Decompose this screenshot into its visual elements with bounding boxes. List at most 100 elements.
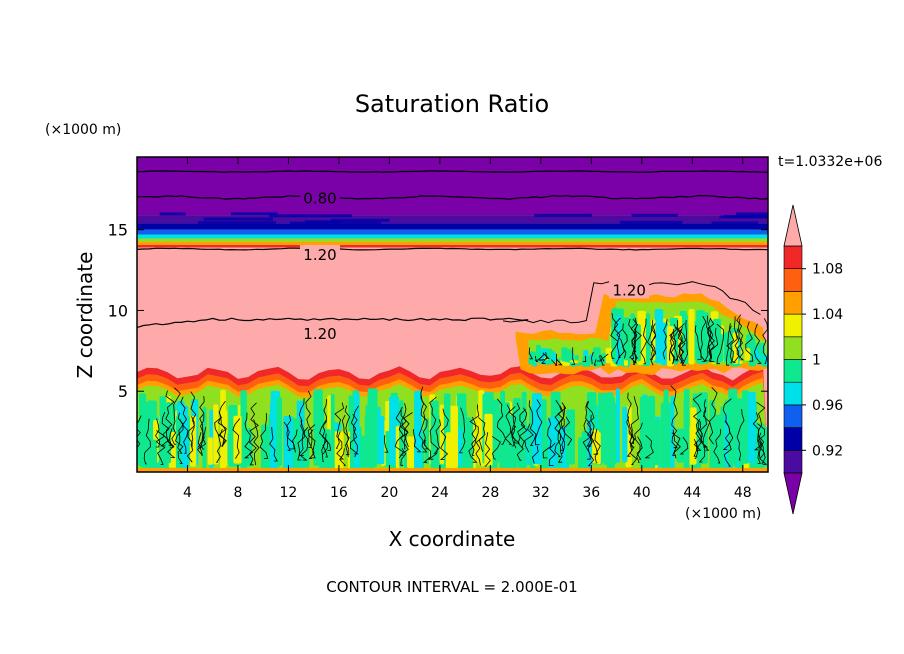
boundary-contour [713, 429, 722, 464]
elevated-contour [650, 319, 657, 366]
boundary-contour [418, 395, 428, 453]
plume-streak [276, 397, 283, 466]
elevated-contour [707, 317, 715, 359]
elevated-contour [745, 321, 754, 362]
boundary-contour [160, 411, 170, 447]
boundary-contour [590, 431, 599, 455]
upper-layer-streak [534, 213, 592, 217]
upper-layer-band [137, 215, 768, 224]
boundary-contour [155, 418, 161, 448]
elevated-contour [541, 351, 548, 364]
boundary-contour [694, 441, 699, 459]
boundary-contour [413, 429, 422, 453]
y-axis-ticks: 5 10 15 [108, 221, 768, 401]
boundary-contour [243, 412, 254, 459]
elevated-plume-streak [636, 324, 641, 362]
plume-streak [151, 439, 158, 465]
boundary-contour [626, 416, 636, 457]
plume-streak [670, 395, 675, 469]
boundary-contour [248, 402, 259, 466]
contour-label: 1.20 [303, 246, 336, 264]
plume-streak [652, 419, 661, 466]
y-tick-label: 5 [118, 382, 128, 401]
plume-streak [566, 409, 575, 465]
boundary-contour [166, 440, 176, 458]
upper-layer-streak [330, 218, 390, 222]
boundary-contour [341, 414, 350, 456]
boundary-contour [308, 429, 316, 459]
elevated-plume-streak [561, 362, 570, 366]
plume-streak [493, 410, 498, 471]
boundary-contour [531, 445, 539, 464]
plume-streak [330, 393, 335, 471]
x-tick-label: 32 [532, 485, 550, 501]
plume-streak [430, 400, 439, 469]
plume-streak [764, 427, 768, 467]
elevated-plume-streak [666, 326, 674, 367]
boundary-contour [298, 397, 308, 461]
boundary-contour [528, 400, 537, 446]
elevated-contour [704, 315, 712, 362]
upper-layer-streak [736, 212, 768, 216]
boundary-contour [305, 390, 313, 448]
boundary-contour [627, 392, 634, 444]
boundary-contour [325, 433, 331, 451]
elevated-contour [614, 317, 621, 364]
plume-streak [531, 393, 542, 465]
x-tick-label: 28 [481, 485, 499, 501]
x-axis-ticks: 4 8 12 16 20 24 28 32 36 40 44 48 [183, 157, 752, 501]
boundary-contour [196, 426, 207, 456]
plume-streak [521, 391, 527, 469]
boundary-contour [218, 400, 227, 447]
elevated-contour [647, 325, 654, 360]
upper-layer-streak [197, 221, 276, 225]
elevated-contour [528, 347, 534, 360]
boundary-contour [180, 396, 189, 454]
boundary-contour [165, 390, 175, 448]
plume-streak [501, 436, 507, 470]
upper-layer-band [137, 245, 768, 248]
elevated-plume-streak [570, 363, 577, 367]
boundary-contour [670, 385, 679, 449]
boundary-contour [334, 402, 345, 460]
contour-label: 0.80 [303, 189, 336, 207]
boundary-contour [458, 407, 466, 454]
plume-streak [709, 400, 715, 471]
elevated-contour [707, 327, 712, 362]
plume-streak [742, 390, 749, 464]
contour-line-1-20-upper [137, 247, 768, 251]
boundary-contour [708, 387, 718, 445]
plume-streak [283, 416, 294, 470]
boundary-contour [587, 414, 595, 467]
elevated-contour [537, 353, 545, 361]
x-tick-label: 12 [280, 485, 298, 501]
boundary-contour [636, 436, 643, 460]
elevated-contour [737, 318, 744, 359]
elevated-plume-streak [723, 332, 728, 362]
plume-streak [615, 388, 620, 463]
boundary-contour [469, 404, 480, 456]
boundary-contour [322, 439, 328, 458]
elevated-contour [677, 328, 684, 364]
y-axis-label: Z coordinate [73, 252, 97, 379]
upper-layer-streak [719, 215, 768, 219]
elevated-contour [629, 317, 638, 364]
boundary-contour [137, 415, 142, 462]
upper-layer-streak [711, 221, 758, 225]
elevated-plume-streak [582, 356, 591, 367]
boundary-contour [484, 432, 491, 467]
colorbar-segment [783, 245, 803, 270]
boundary-contour [197, 431, 205, 450]
x-tick-label: 16 [330, 485, 348, 501]
colorbar-segment [783, 336, 803, 360]
plume-streak [354, 392, 360, 471]
elevated-plume-streak [605, 347, 612, 364]
elevated-contour [556, 358, 563, 366]
plume-streak [603, 439, 614, 465]
boundary-contour [511, 402, 521, 449]
colorbar-tick-label: 0.92 [812, 443, 843, 459]
plume-streak [213, 404, 219, 465]
plume-streak [233, 415, 242, 464]
elevated-contour [591, 351, 594, 364]
elevated-plume-streak [528, 358, 535, 365]
